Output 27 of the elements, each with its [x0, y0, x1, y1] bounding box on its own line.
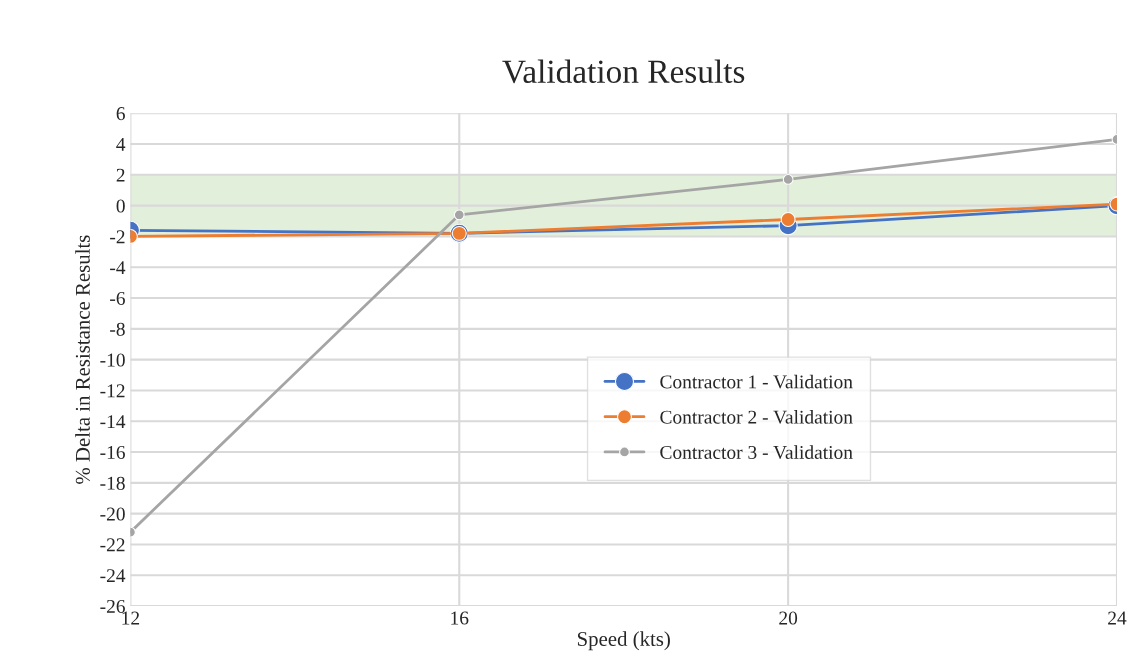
y-tick-label: 2 [116, 168, 125, 182]
y-tick-label: 6 [116, 107, 125, 121]
x-tick-label: 20 [779, 611, 798, 625]
legend-label: Contractor 2 - Validation [660, 410, 853, 424]
y-tick-label: -14 [100, 415, 126, 428]
y-tick-label: -20 [100, 507, 125, 521]
y-tick-label: -22 [100, 538, 125, 552]
y-tick-label: -10 [100, 353, 125, 367]
y-tick-label: -6 [110, 291, 125, 305]
y-tick-label: -4 [110, 261, 126, 274]
x-tick-label: 24 [1108, 611, 1127, 625]
y-tick-label: 4 [116, 137, 126, 151]
legend-label: Contractor 1 - Validation [660, 374, 853, 389]
y-tick-label: -26 [100, 599, 125, 613]
y-tick-label: -8 [110, 322, 125, 336]
x-tick-label: 12 [122, 611, 140, 625]
y-tick-label: -2 [110, 230, 125, 244]
y-tick-label: -16 [100, 445, 125, 459]
chart-title: Validation Results [502, 59, 745, 84]
y-tick-label: -24 [100, 569, 126, 582]
y-tick-label: -18 [100, 476, 125, 490]
x-tick-label: 16 [451, 611, 469, 625]
y-axis-title: % Delta in Resistance Results [75, 235, 90, 484]
y-tick-label: -12 [100, 384, 125, 398]
y-tick-label: 0 [116, 199, 125, 213]
legend-label: Contractor 3 - Validation [660, 445, 853, 460]
x-axis-title: Speed (kts) [577, 631, 670, 651]
